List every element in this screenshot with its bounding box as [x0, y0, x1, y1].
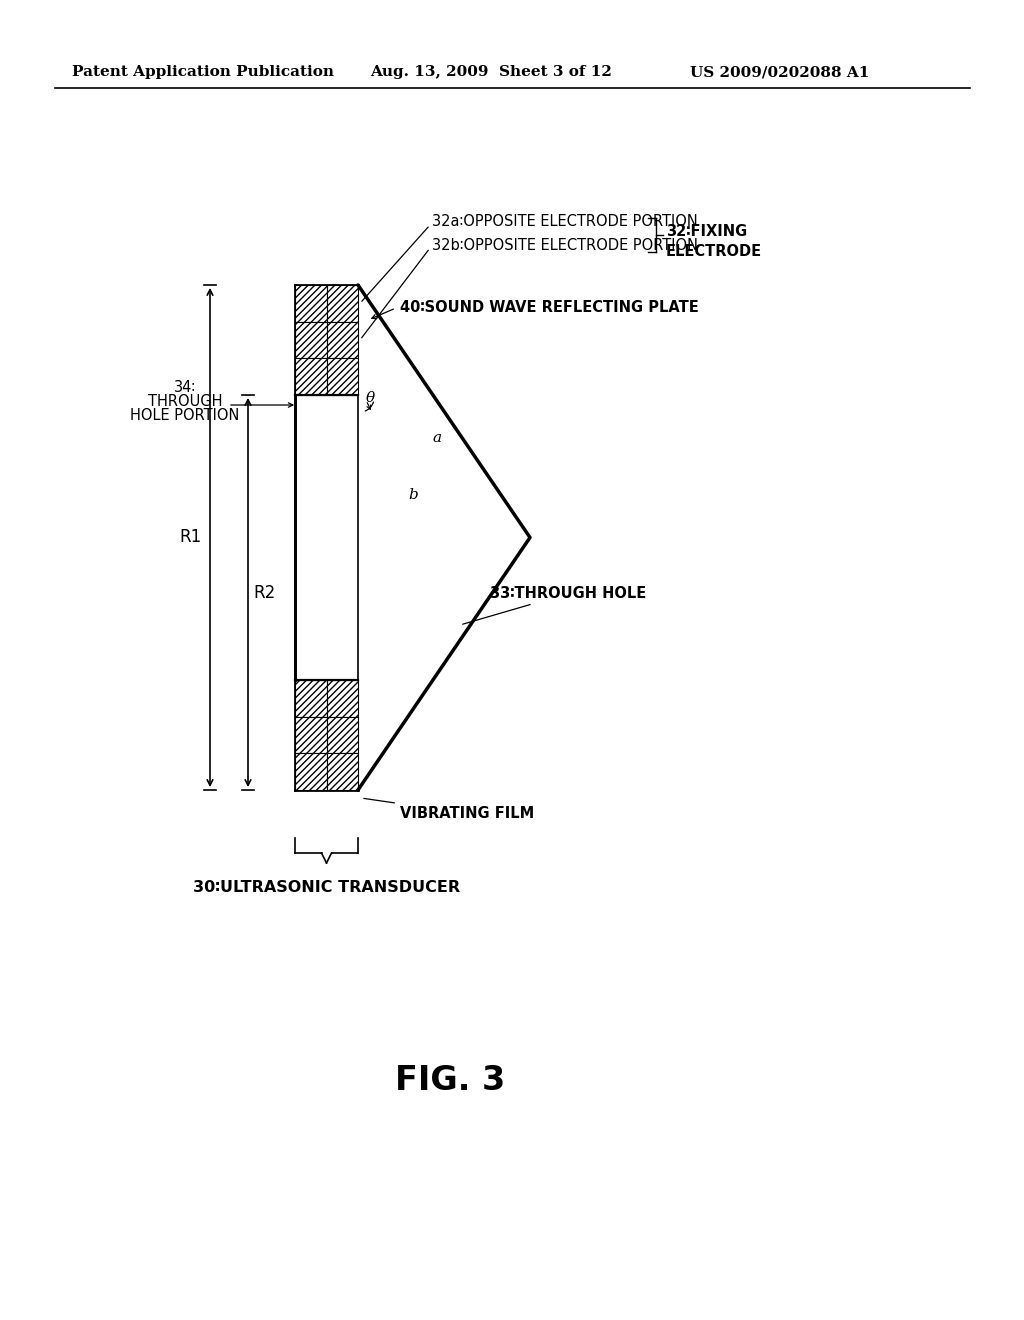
Text: Patent Application Publication: Patent Application Publication — [72, 65, 334, 79]
Bar — [295, 285, 327, 322]
Bar — [327, 285, 358, 322]
Text: R1: R1 — [180, 528, 202, 546]
Text: 32∶FIXING: 32∶FIXING — [666, 224, 748, 239]
Bar — [295, 754, 327, 789]
Text: 30∶ULTRASONIC TRANSDUCER: 30∶ULTRASONIC TRANSDUCER — [193, 880, 460, 895]
Text: 34∶: 34∶ — [174, 380, 196, 395]
Bar — [327, 680, 358, 717]
Text: 32b∶OPPOSITE ELECTRODE PORTION: 32b∶OPPOSITE ELECTRODE PORTION — [432, 238, 698, 252]
Text: b: b — [408, 488, 418, 502]
Text: THROUGH: THROUGH — [147, 393, 222, 409]
Text: R2: R2 — [253, 583, 275, 602]
Text: FIG. 3: FIG. 3 — [395, 1064, 505, 1097]
Text: HOLE PORTION: HOLE PORTION — [130, 408, 240, 422]
Bar — [295, 358, 327, 395]
Text: US 2009/0202088 A1: US 2009/0202088 A1 — [690, 65, 869, 79]
Bar — [295, 322, 327, 358]
Bar — [295, 717, 327, 754]
Bar — [327, 754, 358, 789]
Text: VIBRATING FILM: VIBRATING FILM — [364, 799, 535, 821]
Text: 40∶SOUND WAVE REFLECTING PLATE: 40∶SOUND WAVE REFLECTING PLATE — [400, 301, 698, 315]
Text: 32a∶OPPOSITE ELECTRODE PORTION: 32a∶OPPOSITE ELECTRODE PORTION — [432, 214, 697, 230]
Text: ELECTRODE: ELECTRODE — [666, 244, 762, 260]
Text: θ: θ — [366, 391, 375, 405]
Text: 33∶THROUGH HOLE: 33∶THROUGH HOLE — [463, 586, 646, 624]
Bar — [327, 358, 358, 395]
Text: a: a — [432, 432, 441, 445]
Bar — [327, 717, 358, 754]
Bar — [327, 322, 358, 358]
Text: Aug. 13, 2009  Sheet 3 of 12: Aug. 13, 2009 Sheet 3 of 12 — [370, 65, 612, 79]
Bar — [295, 680, 327, 717]
